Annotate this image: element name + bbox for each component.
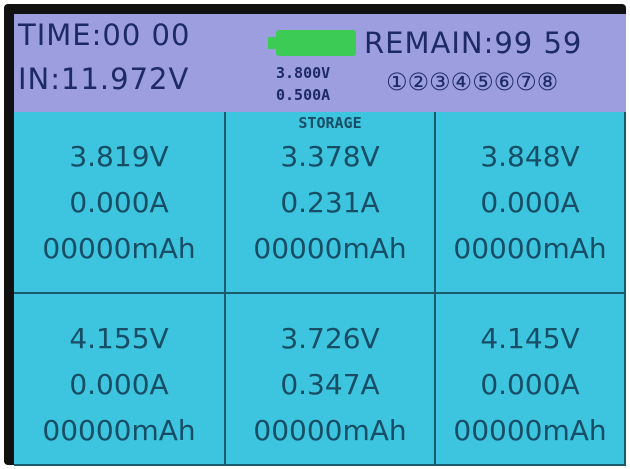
cell-capacity: 00000mAh	[14, 414, 224, 447]
remain: REMAIN:99 59	[364, 26, 582, 60]
cell: 4.145V 0.000A 00000mAh	[436, 294, 626, 466]
page: {"header": {"time": "TIME:00 00", "remai…	[0, 0, 630, 469]
cell-capacity: 00000mAh	[226, 232, 434, 265]
cell-capacity: 00000mAh	[436, 414, 624, 447]
cell: STORAGE 3.378V 0.231A 00000mAh	[226, 112, 436, 294]
cell-mode: STORAGE	[226, 114, 434, 132]
set-voltage: 3.800V	[276, 64, 330, 82]
set-current: 0.500A	[276, 86, 330, 104]
cell-voltage: 4.155V	[14, 322, 224, 355]
cell-capacity: 00000mAh	[14, 232, 224, 265]
input-voltage: IN:11.972V	[18, 62, 189, 96]
cell-voltage: 3.726V	[226, 322, 434, 355]
cell: 3.726V 0.347A 00000mAh	[226, 294, 436, 466]
cell-voltage: 3.848V	[436, 140, 624, 173]
cell: 4.155V 0.000A 00000mAh	[14, 294, 226, 466]
cell-current: 0.347A	[226, 368, 434, 401]
cell: 3.819V 0.000A 00000mAh	[14, 112, 226, 294]
cell-voltage: 3.819V	[14, 140, 224, 173]
cell-current: 0.000A	[436, 368, 624, 401]
cell-voltage: 3.378V	[226, 140, 434, 173]
cell-voltage: 4.145V	[436, 322, 624, 355]
cell-current: 0.000A	[14, 186, 224, 219]
cell-capacity: 00000mAh	[436, 232, 624, 265]
header: TIME:00 00 IN:11.972V REMAIN:99 59 3.800…	[14, 14, 626, 112]
time: TIME:00 00	[18, 18, 190, 52]
screen: TIME:00 00 IN:11.972V REMAIN:99 59 3.800…	[14, 14, 626, 466]
battery-icon	[276, 30, 356, 56]
cell-capacity: 00000mAh	[226, 414, 434, 447]
cell: 3.848V 0.000A 00000mAh	[436, 112, 626, 294]
cell-current: 0.000A	[436, 186, 624, 219]
cell-current: 0.000A	[14, 368, 224, 401]
cell-current: 0.231A	[226, 186, 434, 219]
channels: ①②③④⑤⑥⑦⑧	[386, 68, 558, 96]
device-frame: TIME:00 00 IN:11.972V REMAIN:99 59 3.800…	[4, 4, 626, 465]
